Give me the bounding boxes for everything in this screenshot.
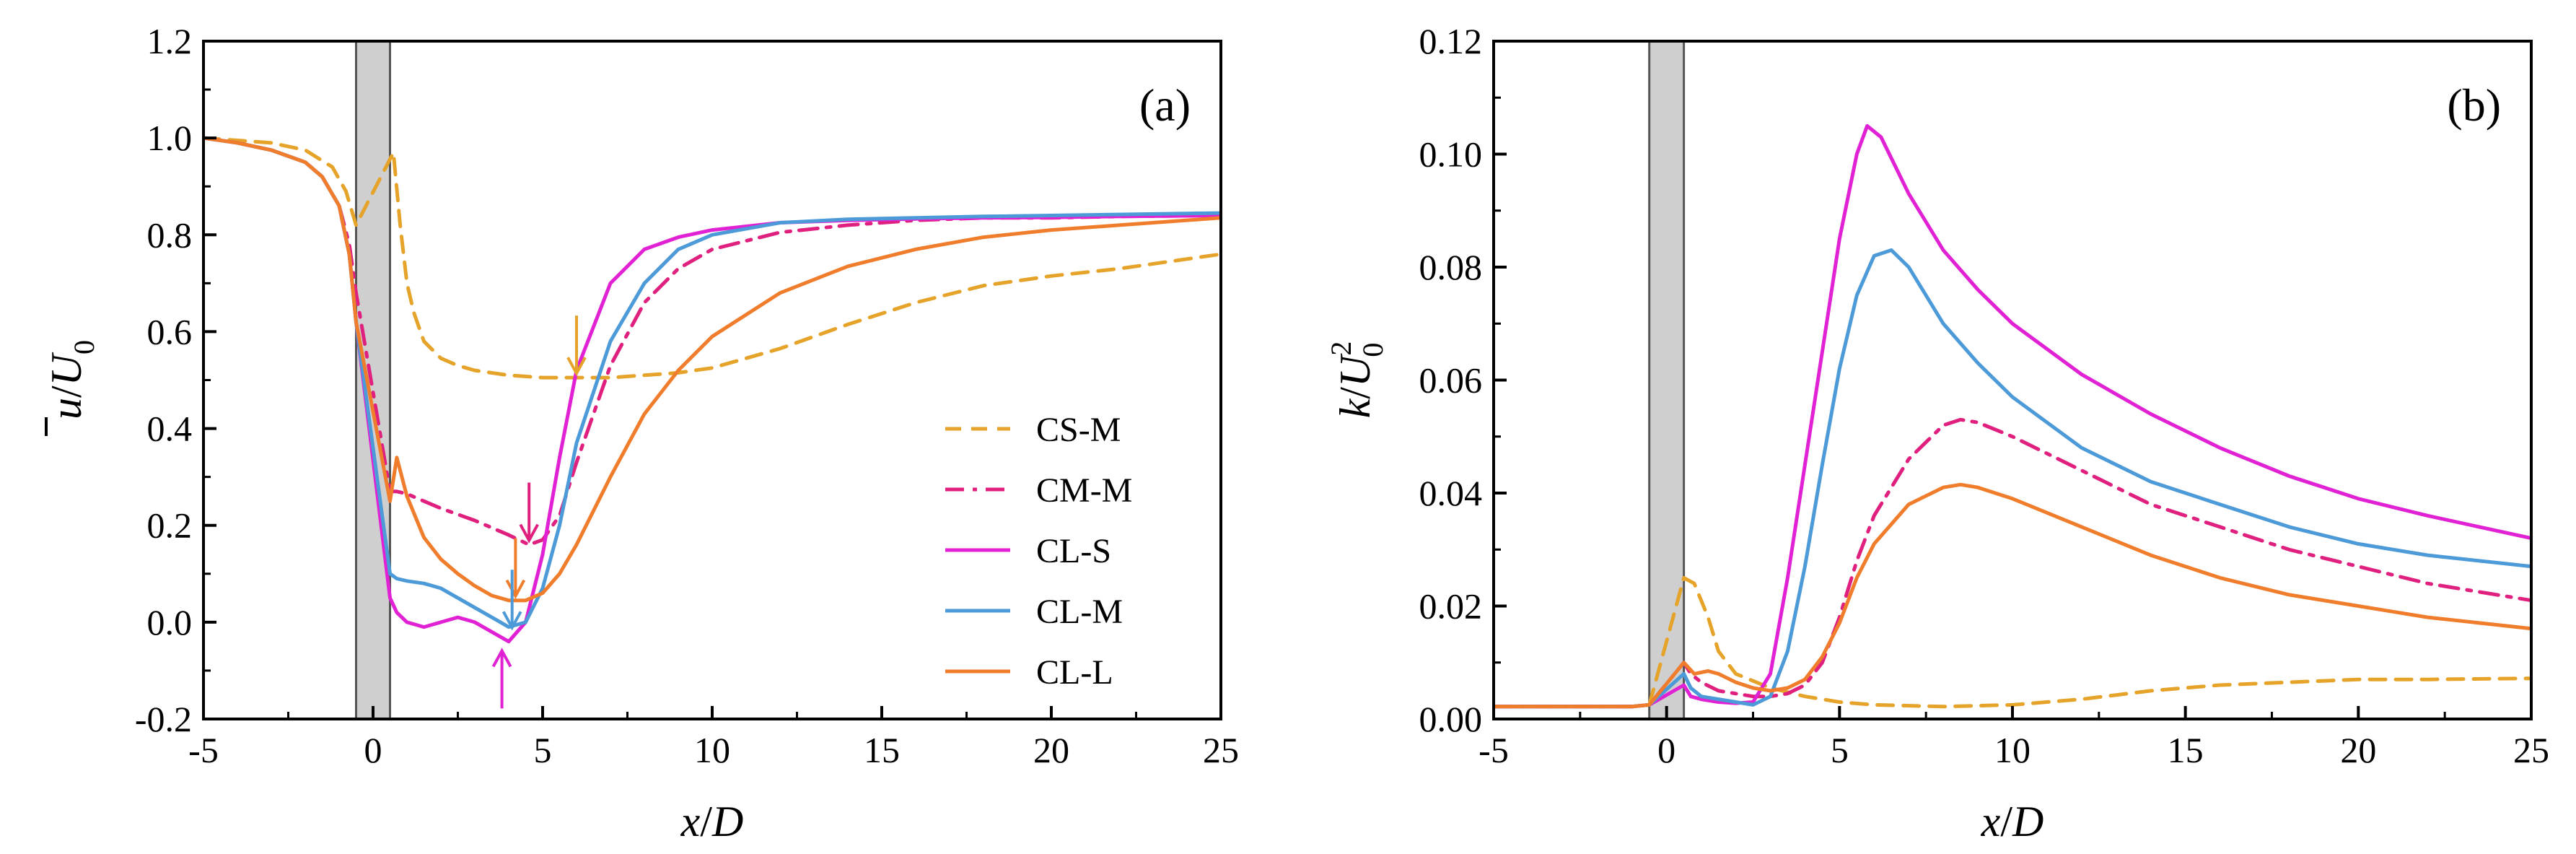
annotation-arrow: [566, 315, 587, 377]
panel-a-chart: -5 0 5 10 15 20 25 -0.2 0.0 0.2 0.4 0.6 0.8 1.0 1.2 (a…: [43, 21, 1239, 845]
y-tick-label: 0.12: [1419, 21, 1483, 61]
legend-item: CL-S: [945, 532, 1111, 570]
series-line-cl-s: [1494, 123, 2531, 709]
x-tick-label: 20: [2340, 730, 2376, 770]
panel-a-ticks: -5 0 5 10 15 20 25 -0.2 0.0 0.2 0.4 0.6 0.8 1.0 1.2: [135, 21, 1239, 770]
y-sup: 2: [1325, 341, 1357, 356]
x-tick-label: 5: [534, 730, 552, 770]
y-tick-label: 0.0: [147, 602, 193, 642]
x-tick-label: 15: [864, 730, 900, 770]
y-tick-label: 0.4: [147, 409, 193, 449]
x-var: x: [680, 798, 701, 845]
y-tick-label: 0.8: [147, 214, 193, 255]
y-sep: /: [43, 385, 90, 398]
annotation-arrow: [501, 570, 522, 631]
legend-label: CM-M: [1036, 471, 1132, 510]
series-line-cs-m: [203, 136, 1221, 380]
y-var: k: [1331, 398, 1379, 418]
x-tick-label: 0: [1657, 730, 1675, 770]
y-tick-label: 0.6: [147, 311, 193, 352]
x-tick-label: 0: [364, 730, 382, 770]
x-sep: /: [700, 798, 712, 845]
x-tick-label: 10: [1994, 730, 2030, 770]
legend-label: CS-M: [1036, 411, 1121, 449]
x-tick-label: 25: [1203, 730, 1239, 770]
x-tick-label: 5: [1831, 730, 1849, 770]
legend-label: CL-S: [1036, 532, 1111, 570]
panel-b-y-axis-title: k/U20: [1325, 341, 1389, 419]
x-tick-label: 15: [2168, 730, 2204, 770]
x-tick-label: 20: [1033, 730, 1069, 770]
x-tick-label: -5: [1478, 730, 1509, 770]
y-tick-label: 1.2: [147, 21, 193, 61]
series-line-cl-l: [1494, 482, 2531, 709]
y-tick-label: 0.00: [1419, 699, 1483, 739]
panel-b-plot-area: [1494, 41, 2531, 719]
annotation-arrow: [491, 648, 512, 709]
series-line-cs-m: [1494, 575, 2531, 709]
series-line-cl-l: [203, 136, 1221, 603]
y-sub: 0: [1357, 343, 1389, 357]
y-tick-label: 0.08: [1419, 247, 1483, 287]
y-tick-label: 1.0: [147, 118, 193, 158]
y-sub: 0: [68, 340, 100, 354]
y-tick-label: 0.10: [1419, 134, 1483, 175]
series-line-cm-m: [203, 136, 1221, 546]
legend-item: CM-M: [945, 471, 1132, 510]
legend-item: CL-M: [945, 593, 1123, 631]
x-tick-label: 10: [694, 730, 730, 770]
x-den: D: [711, 798, 743, 845]
y-tick-label: 0.2: [147, 505, 193, 546]
annotation-arrow: [505, 538, 526, 599]
panel-b-label: (b): [2447, 79, 2501, 131]
panel-b-frame: [1492, 40, 2533, 720]
panel-a-legend: CS-M CM-M CL-S CL-M CL-L: [945, 411, 1132, 692]
x-sep: /: [2000, 798, 2012, 845]
panel-a-y-axis-text: u/U0: [43, 340, 100, 419]
y-den: U: [1331, 353, 1379, 387]
y-tick-label: 0.04: [1419, 473, 1483, 513]
panel-a-x-axis-title: x/D: [680, 798, 744, 845]
legend-label: CL-L: [1036, 653, 1113, 692]
y-var: u: [43, 398, 90, 419]
x-den: D: [2012, 798, 2043, 845]
legend-item: CL-L: [945, 653, 1113, 692]
panel-a-y-axis-title: u/U0: [43, 340, 100, 436]
y-tick-label: 0.06: [1419, 360, 1483, 401]
x-var: x: [1981, 798, 2001, 845]
legend-label: CL-M: [1036, 593, 1123, 631]
annotation-arrow: [519, 482, 539, 544]
y-sep: /: [1331, 387, 1379, 399]
series-line-cl-m: [1494, 248, 2531, 709]
panel-a-label: (a): [1139, 79, 1191, 131]
panel-b-chart: -5 0 5 10 15 20 250.000.020.040.060.080.100.12…: [1325, 21, 2549, 845]
panel-b-x-axis-title: x/D: [1981, 798, 2044, 845]
cylinder-shaded-region: [355, 41, 391, 719]
panel-b-ticks: -5 0 5 10 15 20 25 0.00 0.02 0.04 0.06 0.08 0.10 0.12: [1419, 21, 2550, 770]
x-tick-label: 25: [2513, 730, 2549, 770]
cylinder-shaded-region: [1648, 41, 1686, 719]
y-tick-label: -0.2: [135, 699, 192, 739]
legend-item: CS-M: [945, 411, 1121, 449]
y-tick-label: 0.02: [1419, 586, 1483, 627]
panel-a-frame: [202, 40, 1222, 720]
panel-a-plot-area: [203, 41, 1221, 719]
x-tick-label: -5: [188, 730, 219, 770]
y-den: U: [43, 352, 90, 385]
panel-b-y-axis-text: k/U20: [1325, 341, 1389, 419]
